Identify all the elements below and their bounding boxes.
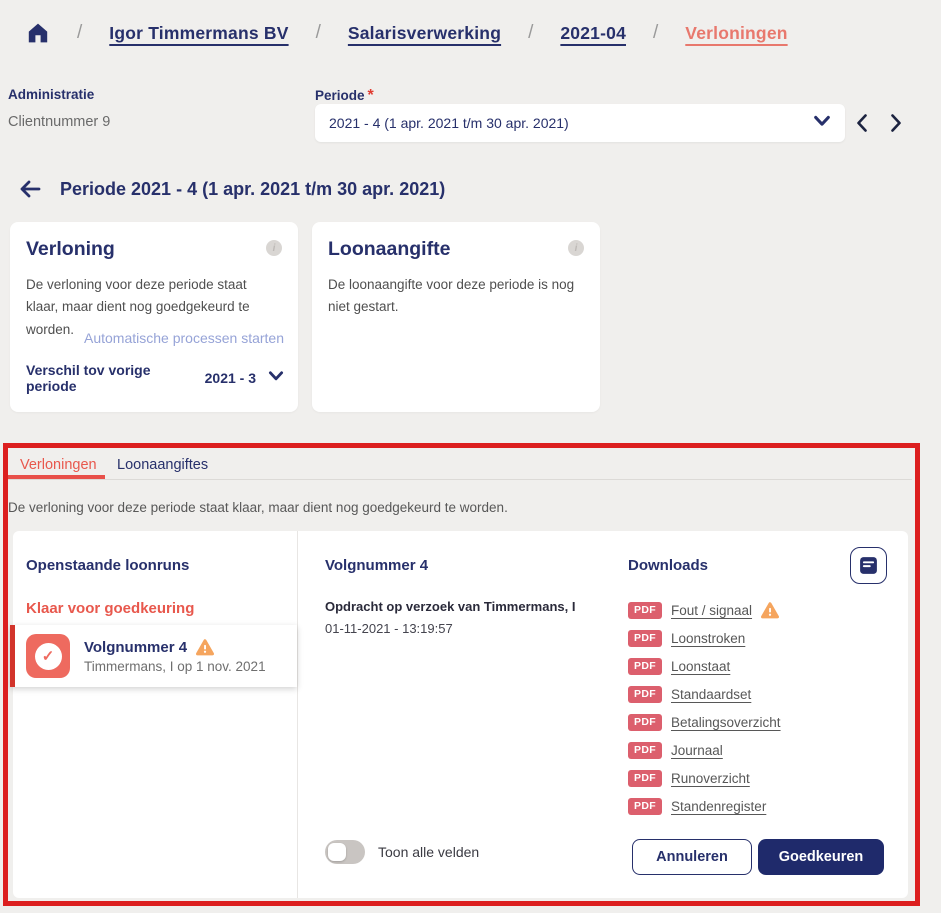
download-row: PDF Runoverzicht <box>628 768 750 788</box>
download-link-standenregister[interactable]: Standenregister <box>671 798 767 814</box>
loonrun-check-icon: ✓ <box>26 634 70 678</box>
automatic-processes-link[interactable]: Automatische processen starten <box>84 330 284 346</box>
approve-button[interactable]: Goedkeuren <box>758 839 884 875</box>
breadcrumb-separator: / <box>528 22 534 43</box>
run-timestamp: 01-11-2021 - 13:19:57 <box>325 621 453 636</box>
periode-select[interactable]: 2021 - 4 (1 apr. 2021 t/m 30 apr. 2021) <box>315 104 845 142</box>
tab-divider <box>8 479 912 480</box>
downloads-title: Downloads <box>628 557 709 574</box>
chevron-down-icon <box>268 369 284 387</box>
loonaangifte-card: Loonaangifte i De loonaangifte voor deze… <box>312 222 600 412</box>
breadcrumb-separator: / <box>77 22 83 43</box>
download-link-loonstroken[interactable]: Loonstroken <box>671 630 746 646</box>
loonaangifte-card-title: Loonaangifte <box>328 238 451 260</box>
warning-icon <box>761 601 780 618</box>
panel-divider <box>297 531 298 898</box>
pdf-badge: PDF <box>628 657 662 675</box>
client-number: Clientnummer 9 <box>8 114 111 130</box>
administratie-label: Administratie <box>8 87 95 102</box>
toggle-label: Toon alle velden <box>378 844 480 860</box>
back-arrow-icon[interactable] <box>17 178 43 200</box>
breadcrumb-separator: / <box>315 22 321 43</box>
next-period-button[interactable] <box>884 111 908 135</box>
document-lines-icon <box>860 557 877 574</box>
info-icon[interactable]: i <box>568 240 584 256</box>
download-row: PDF Journaal <box>628 740 723 760</box>
download-link-runoverzicht[interactable]: Runoverzicht <box>671 770 750 786</box>
chevron-down-icon <box>813 114 831 133</box>
diff-previous-period-dropdown[interactable]: Verschil tov vorige periode 2021 - 3 <box>26 362 284 394</box>
pdf-badge: PDF <box>628 601 662 619</box>
pdf-badge: PDF <box>628 685 662 703</box>
period-page-title: Periode 2021 - 4 (1 apr. 2021 t/m 30 apr… <box>60 179 446 199</box>
notes-button[interactable] <box>850 547 887 584</box>
download-link-journaal[interactable]: Journaal <box>671 742 723 758</box>
show-all-fields-toggle[interactable]: Toon alle velden <box>325 840 479 864</box>
run-order-line: Opdracht op verzoek van Timmermans, I <box>325 599 576 614</box>
info-icon[interactable]: i <box>266 240 282 256</box>
download-row: PDF Loonstaat <box>628 656 730 676</box>
periode-label: Periode <box>315 88 365 103</box>
breadcrumb-item-period[interactable]: 2021-04 <box>560 22 626 43</box>
active-tab-indicator <box>8 475 105 479</box>
download-link-loonstaat[interactable]: Loonstaat <box>671 658 731 674</box>
download-row: PDF Loonstroken <box>628 628 745 648</box>
warning-icon <box>196 638 215 655</box>
breadcrumb-item-company[interactable]: Igor Timmermans BV <box>109 22 289 43</box>
home-icon[interactable] <box>26 21 50 45</box>
loonaangifte-card-body: De loonaangifte voor deze periode is nog… <box>328 277 575 315</box>
download-link-fout-signaal[interactable]: Fout / signaal <box>671 602 753 618</box>
loonrun-list-item[interactable]: ✓ Volgnummer 4 Timmermans, I op 1 nov. 2… <box>10 625 297 687</box>
periode-label-row: Periode * <box>315 87 374 105</box>
run-detail-title: Volgnummer 4 <box>325 557 429 574</box>
cancel-button[interactable]: Annuleren <box>632 839 752 875</box>
periode-select-value: 2021 - 4 (1 apr. 2021 t/m 30 apr. 2021) <box>329 115 569 131</box>
loonrun-item-title: Volgnummer 4 <box>84 638 188 656</box>
toggle-knob <box>328 843 346 861</box>
breadcrumb-item-verloningen[interactable]: Verloningen <box>685 22 788 43</box>
tab-verloningen[interactable]: Verloningen <box>20 457 97 473</box>
toggle-track[interactable] <box>325 840 365 864</box>
pdf-badge: PDF <box>628 769 662 787</box>
download-row: PDF Standenregister <box>628 796 766 816</box>
previous-period-button[interactable] <box>850 111 874 135</box>
diff-value: 2021 - 3 <box>204 370 256 386</box>
loonrun-item-subtitle: Timmermans, I op 1 nov. 2021 <box>84 658 266 674</box>
download-row: PDF Fout / signaal <box>628 600 780 620</box>
breadcrumb-item-salarisverwerking[interactable]: Salarisverwerking <box>347 22 502 43</box>
download-link-standaardset[interactable]: Standaardset <box>671 686 752 702</box>
open-loonruns-title: Openstaande loonruns <box>26 557 190 574</box>
download-row: PDF Betalingsoverzicht <box>628 712 781 732</box>
diff-label: Verschil tov vorige periode <box>26 362 151 394</box>
loonruns-panel <box>13 531 908 898</box>
pdf-badge: PDF <box>628 797 662 815</box>
check-glyph: ✓ <box>34 642 62 670</box>
verloning-card: Verloning i De verloning voor deze perio… <box>10 222 298 412</box>
pdf-badge: PDF <box>628 629 662 647</box>
verloning-card-body: De verloning voor deze periode staat kla… <box>26 277 250 337</box>
runs-description: De verloning voor deze periode staat kla… <box>8 500 508 515</box>
tab-loonaangiftes[interactable]: Loonaangiftes <box>117 457 209 473</box>
verloning-card-title: Verloning <box>26 238 115 260</box>
breadcrumb-separator: / <box>653 22 659 43</box>
ready-for-approval-label: Klaar voor goedkeuring <box>26 600 195 617</box>
pdf-badge: PDF <box>628 713 662 731</box>
download-row: PDF Standaardset <box>628 684 751 704</box>
breadcrumb: / Igor Timmermans BV / Salarisverwerking… <box>26 16 788 50</box>
download-link-betalingsoverzicht[interactable]: Betalingsoverzicht <box>671 714 781 730</box>
required-asterisk: * <box>367 87 374 104</box>
pdf-badge: PDF <box>628 741 662 759</box>
